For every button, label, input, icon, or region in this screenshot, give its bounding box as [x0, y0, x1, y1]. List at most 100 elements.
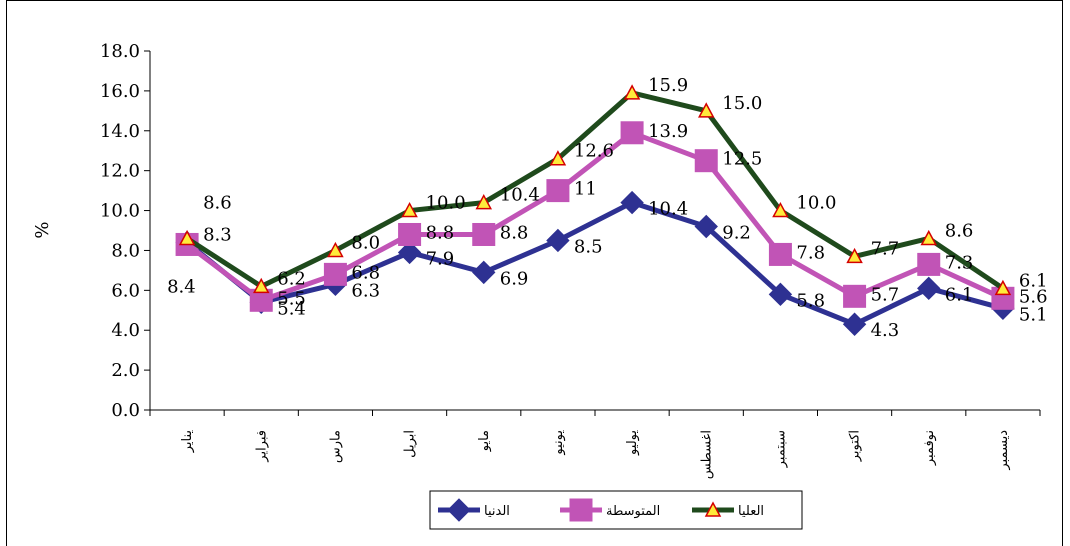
data-point [546, 179, 570, 203]
data-label: 8.4 [167, 276, 196, 297]
y-tick-label: 6.0 [111, 280, 140, 301]
x-category-label: فبراير [254, 430, 269, 463]
data-label: 6.3 [351, 280, 380, 301]
data-point [323, 262, 347, 286]
data-label: 8.8 [426, 222, 455, 243]
legend-label: المتوسطة [606, 504, 660, 519]
y-tick-label: 18.0 [100, 41, 140, 62]
data-label: 11 [574, 179, 597, 200]
data-point [549, 150, 567, 166]
data-label: 8.8 [500, 222, 529, 243]
data-label: 5.4 [277, 298, 306, 319]
x-category-label: ديسمبر [996, 430, 1011, 471]
y-tick-label: 4.0 [111, 320, 140, 341]
legend: الدنيا المتوسطة العليا [429, 490, 803, 530]
data-point [472, 260, 496, 285]
data-label: 7.8 [796, 242, 825, 263]
data-point [704, 501, 722, 517]
data-point [620, 190, 644, 215]
data-labels: 8.4 5.4 6.3 7.9 6.9 8.5 10.4 9.2 5.8 4.3 6.1 5.1 8.3… [167, 75, 1047, 341]
x-category-label: اكتوبر [848, 430, 863, 462]
y-tick-label: 2.0 [111, 360, 140, 381]
data-point [846, 247, 863, 264]
series-line [185, 200, 1004, 327]
data-point [917, 276, 941, 301]
series-square [175, 121, 1015, 312]
data-point [252, 277, 270, 294]
chart-frame [6, 0, 1063, 546]
data-label: 8.3 [203, 224, 232, 245]
data-label: 9.2 [722, 223, 751, 244]
data-label: 6.8 [351, 262, 380, 283]
data-label: 7.7 [871, 238, 900, 259]
data-label: 12.6 [574, 141, 614, 162]
y-tick-label: 16.0 [100, 81, 140, 102]
data-point [768, 242, 792, 266]
data-point [447, 498, 471, 522]
y-tick-label: 0.0 [111, 400, 140, 421]
data-label: 4.3 [871, 320, 900, 341]
legend-box [429, 490, 803, 530]
x-category-label: نوفمبر [922, 430, 937, 466]
data-point [623, 84, 641, 100]
data-label: 8.0 [351, 232, 380, 253]
data-point [843, 284, 867, 308]
data-point [694, 214, 718, 239]
data-label: 13.9 [648, 121, 688, 142]
data-label: 5.7 [871, 284, 900, 305]
data-label: 5.1 [1019, 304, 1048, 325]
data-point [178, 229, 196, 246]
data-label: 8.5 [574, 236, 603, 257]
data-point [697, 102, 715, 118]
data-label: 8.6 [203, 192, 232, 213]
legend-label: العليا [738, 504, 764, 519]
y-tick-label: 12.0 [100, 161, 140, 182]
data-label: 10.4 [500, 185, 540, 206]
data-label: 8.6 [945, 220, 974, 241]
data-point [397, 240, 422, 265]
data-label: 5.8 [796, 290, 825, 311]
legend-label: الدنيا [484, 504, 510, 519]
x-category-labels: يناير فبراير مارس ابريل مايو يونيو يوليو اغسطس س… [180, 430, 1011, 480]
x-category-label: يونيو [551, 430, 566, 456]
x-category-label: اغسطس [699, 430, 714, 479]
data-label: 5.6 [1019, 286, 1048, 307]
data-point [920, 229, 938, 246]
data-label: 10.0 [796, 193, 836, 214]
series-group [175, 84, 1015, 336]
data-point [327, 241, 344, 258]
data-point [994, 279, 1012, 296]
series-triangle [178, 84, 1012, 296]
data-label: 6.1 [1019, 270, 1048, 291]
data-point [620, 121, 644, 145]
x-category-label: مايو [477, 430, 492, 452]
data-point [917, 252, 941, 276]
data-label: 6.2 [277, 268, 306, 289]
y-axis-title: % [32, 221, 53, 238]
series-line [185, 90, 1005, 291]
data-label: 7.3 [945, 252, 974, 273]
data-point [401, 201, 418, 218]
y-tick-label: 14.0 [100, 121, 140, 142]
data-point [569, 498, 593, 522]
data-label: 10.4 [648, 199, 688, 220]
series-line [185, 130, 1004, 303]
y-tick-labels: 0.0 2.0 4.0 6.0 8.0 10.0 12.0 14.0 16.0 18.0 [100, 41, 140, 421]
data-label: 15.0 [722, 93, 762, 114]
y-tick-label: 10.0 [100, 201, 140, 222]
data-point [772, 201, 789, 218]
data-label: 6.1 [945, 284, 974, 305]
data-point [398, 222, 422, 246]
x-category-label: سبتمبر [773, 430, 788, 468]
data-point [472, 222, 496, 246]
data-point [768, 282, 793, 307]
data-point [842, 312, 867, 336]
data-label: 5.5 [277, 288, 306, 309]
data-point [475, 193, 493, 210]
data-point [694, 149, 718, 173]
data-label: 15.9 [648, 75, 688, 96]
axes [144, 50, 1041, 416]
data-label: 6.9 [500, 268, 529, 289]
x-category-label: يوليو [625, 430, 640, 456]
